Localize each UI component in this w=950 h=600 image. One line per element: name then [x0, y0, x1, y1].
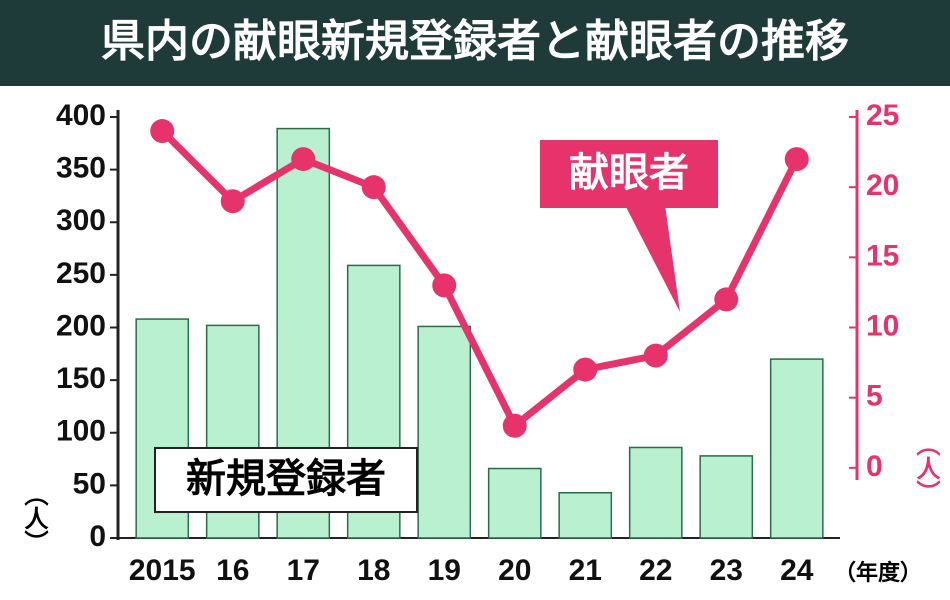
- y-tick-label: 400: [56, 99, 106, 132]
- y-tick-label: 300: [56, 204, 106, 237]
- point: [573, 357, 598, 382]
- x-tick-label: 16: [216, 554, 249, 587]
- bar: [558, 491, 613, 539]
- callout-pointer: [625, 205, 680, 312]
- x-tick-label: 17: [287, 554, 320, 587]
- x-tick-label: 24: [780, 554, 814, 587]
- bar: [769, 358, 824, 539]
- chart-title: 県内の献眼新規登録者と献眼者の推移: [101, 16, 849, 67]
- point: [784, 147, 809, 172]
- point: [220, 189, 245, 214]
- point: [502, 413, 527, 438]
- bar: [699, 455, 754, 539]
- point: [714, 287, 739, 312]
- x-tick-label: 23: [710, 554, 743, 587]
- y-unit: （人）: [20, 482, 48, 554]
- x-tick-label: 19: [428, 554, 461, 587]
- series-label: 献眼者: [569, 150, 689, 196]
- point: [361, 175, 386, 200]
- series-label: 新規登録者: [186, 456, 386, 502]
- y2-unit: （人）: [912, 432, 940, 504]
- y-tick-label: 150: [56, 362, 106, 395]
- x-tick-label: 18: [357, 554, 390, 587]
- y2-tick-label: 20: [866, 169, 899, 202]
- bar: [417, 325, 472, 539]
- y2-tick-label: 25: [866, 99, 899, 132]
- y-tick-label: 350: [56, 152, 106, 185]
- y2-tick-label: 10: [866, 309, 899, 342]
- point: [643, 343, 668, 368]
- x-tick-label: 2015: [129, 554, 196, 587]
- y-tick-label: 250: [56, 257, 106, 290]
- line: [159, 128, 800, 430]
- point: [150, 119, 175, 144]
- bar: [487, 467, 542, 539]
- y2-tick-label: 15: [866, 239, 899, 272]
- x-tick-label: 22: [639, 554, 672, 587]
- series-label-box: [154, 447, 418, 513]
- y-tick-label: 200: [56, 309, 106, 342]
- x-unit: （年度）: [834, 560, 922, 586]
- y-tick-label: 100: [56, 415, 106, 448]
- y2-tick-label: 0: [866, 450, 883, 483]
- bar: [628, 446, 683, 539]
- point: [432, 273, 457, 298]
- y2-tick-label: 5: [866, 380, 883, 413]
- y-tick-label: 50: [73, 467, 106, 500]
- x-tick-label: 20: [498, 554, 531, 587]
- x-tick-label: 21: [569, 554, 602, 587]
- series-label-box: [540, 140, 718, 208]
- title-bar: [0, 0, 950, 86]
- point: [291, 147, 316, 172]
- y-tick-label: 0: [89, 520, 106, 553]
